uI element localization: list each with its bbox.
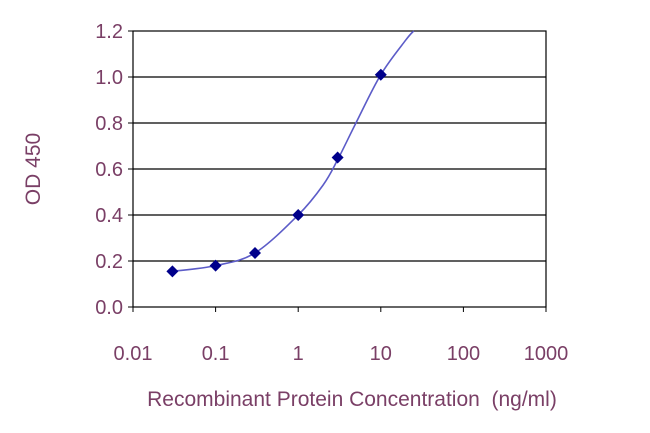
gridlines [133,76,546,262]
x-tick-label: 100 [447,343,480,365]
x-tick-label: 0.01 [114,343,153,365]
data-point [166,265,179,278]
data-point [209,259,222,272]
data-point [249,246,262,259]
data-point [374,68,387,81]
x-tick-label: 0.1 [202,343,230,365]
data-point [292,209,305,221]
y-tick-label: 0.6 [95,159,123,181]
y-tick-label: 0.0 [95,297,123,319]
data-point [331,151,344,164]
x-tick-label: 10 [370,343,392,365]
y-tick-label: 0.8 [95,113,123,135]
x-tick-label: 1000 [524,343,569,365]
x-axis-title: Recombinant Protein Concentration (ng/ml… [147,388,557,411]
y-tick-label: 0.2 [95,251,123,273]
y-axis-ticks: 0.0 0.2 0.4 0.6 0.8 1.0 1.2 [95,21,133,319]
data-points [166,68,387,278]
y-tick-label: 1.0 [95,67,123,89]
y-tick-label: 1.2 [95,21,123,43]
x-axis-ticks: 0.01 0.1 1 10 100 1000 [114,307,569,365]
y-axis-title: OD 450 [22,133,45,205]
fit-curve [172,30,415,273]
y-tick-label: 0.4 [95,205,123,227]
x-tick-label: 1 [293,343,304,365]
